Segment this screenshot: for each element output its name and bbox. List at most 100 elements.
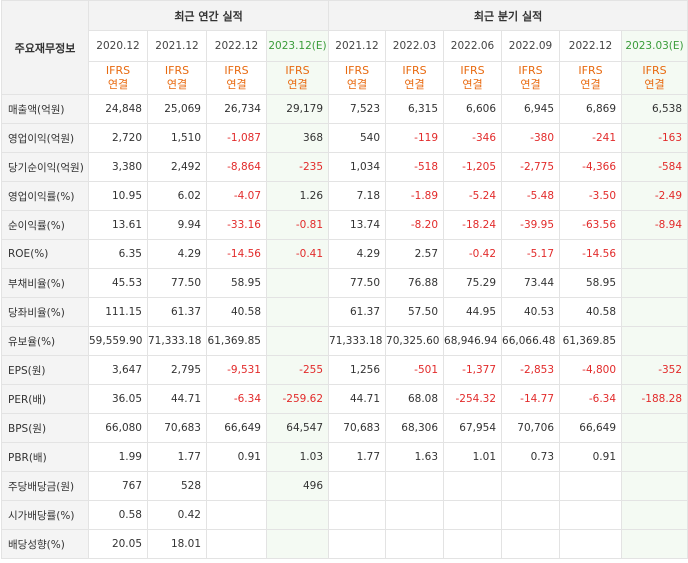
table-cell: 58.95: [206, 268, 267, 298]
consolidated-text: 연결: [644, 78, 665, 91]
ifrs-basis-label: IFRS 연결: [147, 61, 207, 95]
table-cell: -0.42: [443, 239, 503, 269]
ifrs-text: IFRS: [224, 64, 249, 77]
table-row: PBR(배) 1.99 1.77 0.91 1.03 1.77 1.63 1.01 0.73 0.…: [1, 442, 688, 472]
table-cell: 540: [328, 123, 387, 153]
table-cell: 1,256: [328, 355, 387, 385]
consolidated-text: 연결: [580, 78, 601, 91]
table-cell: 1.99: [88, 442, 148, 472]
ifrs-basis-label: IFRS 연결: [559, 61, 623, 95]
table-cell: [501, 500, 561, 530]
table-cell: 1,510: [147, 123, 207, 153]
row-label: 영업이익률(%): [1, 181, 89, 211]
table-cell: 2.57: [385, 239, 445, 269]
table-row: 당기순이익(억원) 3,380 2,492 -8,864 -235 1,034 -518 -1…: [1, 152, 688, 182]
period-header: 2022.03: [385, 30, 445, 62]
quarterly-section-title: 최근 분기 실적: [328, 0, 688, 31]
table-row: EPS(원) 3,647 2,795 -9,531 -255 1,256 -501 -1,37…: [1, 355, 688, 385]
consolidated-text: 연결: [226, 78, 247, 91]
table-cell: [328, 471, 387, 501]
table-cell: -8.94: [621, 210, 688, 240]
row-label: 유보율(%): [1, 326, 89, 356]
row-label: ROE(%): [1, 239, 89, 269]
table-cell: 6,869: [559, 94, 623, 124]
table-cell: 6,538: [621, 94, 688, 124]
table-cell: 29,179: [265, 94, 330, 124]
period-header: 2022.12: [559, 30, 623, 62]
ifrs-text: IFRS: [518, 64, 543, 77]
table-cell: 66,066.48: [501, 326, 561, 356]
table-cell: 68,306: [385, 413, 445, 443]
table-cell: 70,683: [147, 413, 207, 443]
table-cell: -0.41: [265, 239, 330, 269]
table-cell: -584: [621, 152, 688, 182]
table-cell: 13.61: [88, 210, 148, 240]
table-cell: [206, 529, 267, 559]
period-header: 2021.12: [147, 30, 207, 62]
table-cell: 70,706: [501, 413, 561, 443]
row-label: 주당배당금(원): [1, 471, 89, 501]
table-cell: [265, 297, 330, 327]
table-cell: 61.37: [328, 297, 387, 327]
table-cell: 3,380: [88, 152, 148, 182]
table-cell: 36.05: [88, 384, 148, 414]
table-cell: 45.53: [88, 268, 148, 298]
table-cell: 6,315: [385, 94, 445, 124]
table-cell: 61,369.85: [206, 326, 267, 356]
table-cell: 67,954: [443, 413, 503, 443]
table-cell: 0.58: [88, 500, 148, 530]
table-cell: 528: [147, 471, 207, 501]
table-cell: 40.58: [559, 297, 623, 327]
table-cell: -6.34: [559, 384, 623, 414]
table-cell: 57.50: [385, 297, 445, 327]
table-cell: 111.15: [88, 297, 148, 327]
table-cell: [443, 471, 503, 501]
table-cell: -1,087: [206, 123, 267, 153]
ifrs-text: IFRS: [402, 64, 427, 77]
table-cell: -8,864: [206, 152, 267, 182]
table-cell: 4.29: [147, 239, 207, 269]
ifrs-basis-label: IFRS 연결: [501, 61, 561, 95]
table-cell: 1.63: [385, 442, 445, 472]
table-cell: -380: [501, 123, 561, 153]
table-cell: 7.18: [328, 181, 387, 211]
table-cell: -14.77: [501, 384, 561, 414]
table-cell: 61.37: [147, 297, 207, 327]
table-cell: [206, 500, 267, 530]
table-cell: -163: [621, 123, 688, 153]
table-cell: -188.28: [621, 384, 688, 414]
table-cell: 2,492: [147, 152, 207, 182]
table-cell: 1.77: [147, 442, 207, 472]
table-cell: [265, 500, 330, 530]
table-cell: 6.35: [88, 239, 148, 269]
ifrs-basis-label: IFRS 연결: [328, 61, 387, 95]
row-label: 영업이익(억원): [1, 123, 89, 153]
table-cell: 66,649: [559, 413, 623, 443]
table-row: 순이익률(%) 13.61 9.94 -33.16 -0.81 13.74 -8.20 -18…: [1, 210, 688, 240]
table-cell: -2,775: [501, 152, 561, 182]
table-body: 매출액(억원) 24,848 25,069 26,734 29,179 7,523 6,31…: [1, 94, 688, 559]
table-cell: 0.91: [206, 442, 267, 472]
row-label: PER(배): [1, 384, 89, 414]
row-label: 순이익률(%): [1, 210, 89, 240]
table-cell: -241: [559, 123, 623, 153]
table-cell: -4.07: [206, 181, 267, 211]
table-cell: 7,523: [328, 94, 387, 124]
table-cell: [621, 442, 688, 472]
table-cell: 18.01: [147, 529, 207, 559]
ifrs-text: IFRS: [578, 64, 603, 77]
table-row: 배당성향(%) 20.05 18.01: [1, 529, 688, 559]
table-cell: 44.95: [443, 297, 503, 327]
table-cell: [206, 471, 267, 501]
table-cell: 76.88: [385, 268, 445, 298]
ifrs-text: IFRS: [164, 64, 190, 77]
period-header: 2023.12(E): [265, 30, 330, 62]
table-cell: 66,649: [206, 413, 267, 443]
table-row: ROE(%) 6.35 4.29 -14.56 -0.41 4.29 2.57 -0.42 -5…: [1, 239, 688, 269]
table-cell: [621, 529, 688, 559]
table-cell: 2,720: [88, 123, 148, 153]
table-cell: [328, 500, 387, 530]
table-cell: -501: [385, 355, 445, 385]
table-cell: -2,853: [501, 355, 561, 385]
